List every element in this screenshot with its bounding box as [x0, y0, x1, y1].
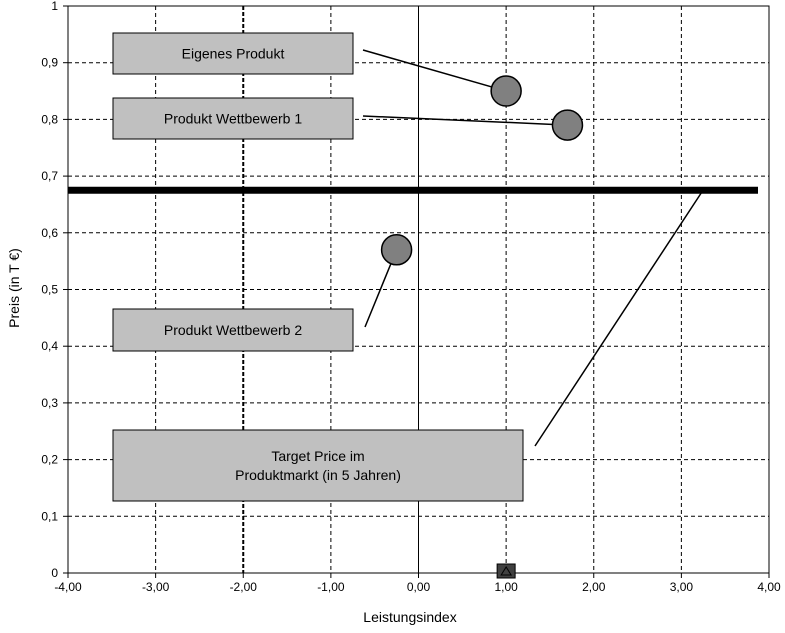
y-tick-label: 0: [51, 566, 58, 580]
x-axis-title: Leistungsindex: [363, 609, 456, 625]
y-axis-ticks: 0 0,1 0,2 0,3 0,4 0,5 0,6 0,7 0,8 0,9 1: [41, 0, 68, 580]
label-box-text: Produkt Wettbewerb 2: [164, 322, 302, 338]
y-tick-label: 0,8: [41, 112, 58, 126]
y-tick-label: 0,9: [41, 56, 58, 70]
y-tick-label: 1: [51, 0, 58, 13]
y-tick-label: 0,5: [41, 283, 58, 297]
label-box-text: Eigenes Produkt: [182, 46, 285, 62]
label-box-wettbewerb-2: [112, 308, 354, 352]
x-tick-label: 3,00: [670, 580, 694, 594]
label-box-target-price: [112, 429, 524, 502]
x-tick-label: 0,00: [407, 580, 431, 594]
marker-triangle-icon: [500, 566, 513, 576]
label-box-eigenes-produkt: [112, 32, 354, 75]
data-point: [380, 234, 413, 266]
data-point: [490, 75, 522, 107]
y-tick-label: 0,4: [41, 339, 58, 353]
label-box-wettbewerb-1: [112, 97, 354, 140]
x-tick-label: 2,00: [582, 580, 606, 594]
x-tick-label: 4,00: [757, 580, 781, 594]
y-tick-label: 0,2: [41, 453, 58, 467]
leader-line: [362, 49, 507, 92]
y-tick-label: 0,7: [41, 169, 58, 183]
leader-line: [362, 115, 568, 126]
label-box-text: Produkt Wettbewerb 1: [164, 111, 302, 127]
x-tick-label: -4,00: [54, 580, 82, 594]
data-points: [380, 75, 584, 579]
x-tick-label: -3,00: [142, 580, 170, 594]
x-tick-label: 1,00: [494, 580, 518, 594]
leader-lines: [362, 49, 704, 447]
data-point: [551, 109, 584, 141]
x-axis-ticks: -4,00 -3,00 -2,00 -1,00 0,00 1,00 2,00 3,00 4,00: [54, 573, 781, 594]
x-tick-label: -2,00: [230, 580, 258, 594]
x-tick-label: -1,00: [317, 580, 345, 594]
leader-line: [534, 189, 704, 447]
y-tick-label: 0,3: [41, 396, 58, 410]
y-tick-label: 0,6: [41, 226, 58, 240]
y-tick-label: 0,1: [41, 509, 58, 523]
label-box-text: Target Price im: [271, 448, 364, 464]
y-axis-title: Preis (in T €): [6, 248, 22, 328]
label-box-text: Produktmarkt (in 5 Jahren): [235, 467, 401, 483]
label-boxes: Eigenes Produkt Produkt Wettbewerb 1 Produ…: [112, 32, 524, 502]
